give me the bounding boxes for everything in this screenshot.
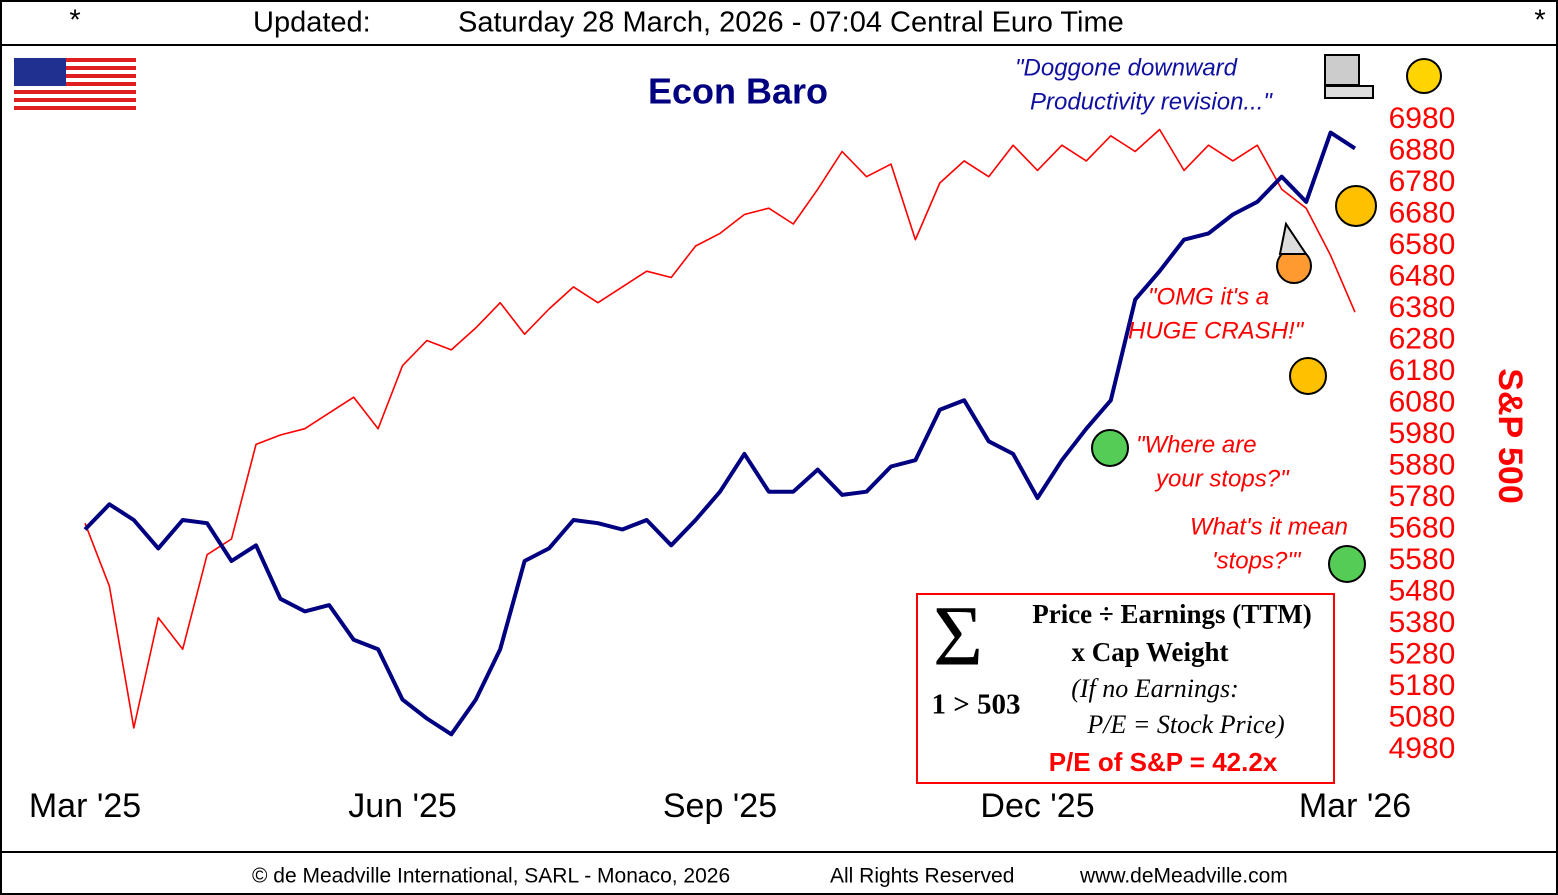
x-tick-label: Mar '26: [1299, 787, 1411, 825]
x-tick-label: Sep '25: [663, 787, 777, 825]
y-tick-label: 5780: [1389, 480, 1456, 513]
footer-copyright: © de Meadville International, SARL - Mon…: [252, 865, 730, 888]
y-tick-label: 5380: [1389, 606, 1456, 639]
y-tick-label: 5880: [1389, 448, 1456, 481]
x-tick-label: Jun '25: [348, 787, 457, 825]
series-title: Econ Baro: [648, 71, 828, 112]
annotation: "Doggone downward: [1015, 54, 1238, 81]
sigma: Σ: [933, 588, 983, 684]
pe-line: P/E = Stock Price): [1086, 710, 1284, 739]
y-tick-label: 5580: [1389, 543, 1456, 576]
annotation: "Where are: [1136, 431, 1257, 458]
annotation: 'stops?'": [1212, 547, 1302, 574]
y-tick-label: 6580: [1389, 228, 1456, 261]
y-tick-label: 5680: [1389, 511, 1456, 544]
header-mark: *: [1534, 5, 1545, 37]
pe-line: (If no Earnings:: [1071, 674, 1239, 703]
footer-url: www.deMeadville.com: [1079, 865, 1288, 888]
icons: [1091, 54, 1442, 583]
y-tick-label: 6080: [1389, 385, 1456, 418]
pe-result: P/E of S&P = 42.2x: [1049, 747, 1278, 777]
y-tick-label: 6380: [1389, 291, 1456, 324]
y-tick-label: 5980: [1389, 417, 1456, 450]
series-line: [83, 130, 1357, 737]
annotation: "OMG it's a: [1148, 283, 1269, 310]
y-tick-label: 5180: [1389, 669, 1456, 702]
us-flag: [14, 58, 136, 110]
footer-rights: All Rights Reserved: [830, 865, 1014, 888]
series-line: [84, 128, 1356, 729]
annotation: Productivity revision...": [1030, 88, 1273, 115]
y-tick-label: 6980: [1389, 102, 1456, 135]
y-tick-label: 6680: [1389, 196, 1456, 229]
y-tick-label: 6280: [1389, 322, 1456, 355]
header-mark: *: [69, 5, 80, 37]
annotation: What's it mean: [1190, 513, 1348, 540]
y-tick-label: 6480: [1389, 259, 1456, 292]
y-tick-label: 6780: [1389, 165, 1456, 198]
pe-line: x Cap Weight: [1071, 637, 1228, 667]
y-tick-label: 5480: [1389, 574, 1456, 607]
x-tick-label: Dec '25: [980, 787, 1094, 825]
y-tick-label: 5280: [1389, 637, 1456, 670]
y-tick-label: 4980: [1389, 732, 1456, 765]
pe-line: Price ÷ Earnings (TTM): [1032, 599, 1312, 629]
y-tick-label: 6880: [1389, 133, 1456, 166]
header-label: Updated:: [253, 7, 371, 39]
annotation: HUGE CRASH!": [1128, 317, 1305, 344]
pe-box: Σ 1 > 503 Price ÷ Earnings (TTM) x Cap W…: [916, 588, 1335, 784]
pe-range: 1 > 503: [931, 689, 1020, 721]
y-tick-label: 6180: [1389, 354, 1456, 387]
y-tick-label: 5080: [1389, 700, 1456, 733]
x-tick-label: Mar '25: [29, 787, 141, 825]
annotation: your stops?": [1154, 465, 1290, 492]
y-axis-title: S&P 500: [1491, 368, 1529, 503]
header-timestamp: Saturday 28 March, 2026 - 07:04 Central …: [458, 7, 1124, 39]
